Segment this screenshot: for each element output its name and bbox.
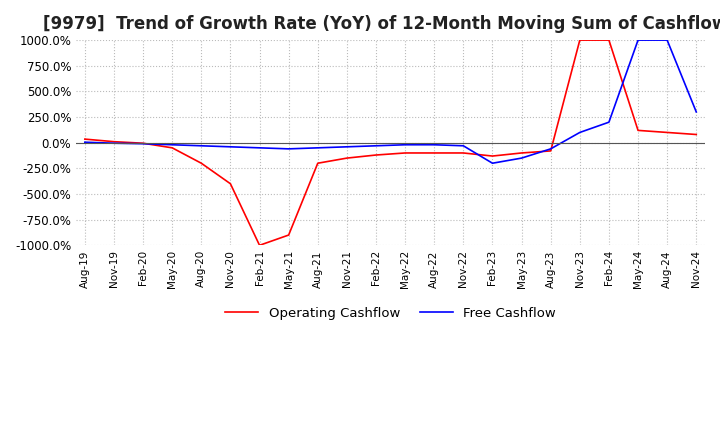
Free Cashflow — [401, 142, 410, 147]
Operating Cashflow — [692, 132, 701, 137]
Operating Cashflow — [197, 161, 206, 166]
Operating Cashflow — [81, 136, 89, 142]
Operating Cashflow — [605, 37, 613, 43]
Operating Cashflow — [168, 145, 176, 150]
Legend: Operating Cashflow, Free Cashflow: Operating Cashflow, Free Cashflow — [220, 301, 562, 325]
Free Cashflow — [284, 146, 293, 151]
Operating Cashflow — [663, 130, 672, 135]
Free Cashflow — [517, 155, 526, 161]
Line: Free Cashflow: Free Cashflow — [85, 40, 696, 163]
Free Cashflow — [634, 37, 642, 43]
Free Cashflow — [109, 140, 118, 146]
Free Cashflow — [255, 145, 264, 150]
Free Cashflow — [168, 142, 176, 147]
Operating Cashflow — [109, 139, 118, 144]
Operating Cashflow — [372, 152, 380, 158]
Operating Cashflow — [139, 140, 148, 146]
Free Cashflow — [313, 145, 322, 150]
Operating Cashflow — [517, 150, 526, 156]
Free Cashflow — [226, 144, 235, 150]
Free Cashflow — [575, 130, 584, 135]
Operating Cashflow — [255, 243, 264, 248]
Free Cashflow — [372, 143, 380, 148]
Operating Cashflow — [284, 232, 293, 238]
Operating Cashflow — [226, 181, 235, 187]
Free Cashflow — [663, 37, 672, 43]
Line: Operating Cashflow: Operating Cashflow — [85, 40, 696, 246]
Free Cashflow — [197, 143, 206, 148]
Free Cashflow — [546, 146, 555, 151]
Free Cashflow — [692, 109, 701, 114]
Free Cashflow — [488, 161, 497, 166]
Free Cashflow — [430, 142, 438, 147]
Operating Cashflow — [575, 37, 584, 43]
Operating Cashflow — [343, 155, 351, 161]
Free Cashflow — [139, 141, 148, 147]
Operating Cashflow — [401, 150, 410, 156]
Operating Cashflow — [488, 154, 497, 159]
Free Cashflow — [459, 143, 468, 148]
Title: [9979]  Trend of Growth Rate (YoY) of 12-Month Moving Sum of Cashflows: [9979] Trend of Growth Rate (YoY) of 12-… — [43, 15, 720, 33]
Free Cashflow — [81, 139, 89, 145]
Operating Cashflow — [546, 148, 555, 154]
Operating Cashflow — [634, 128, 642, 133]
Operating Cashflow — [313, 161, 322, 166]
Free Cashflow — [605, 120, 613, 125]
Operating Cashflow — [459, 150, 468, 156]
Free Cashflow — [343, 144, 351, 150]
Operating Cashflow — [430, 150, 438, 156]
